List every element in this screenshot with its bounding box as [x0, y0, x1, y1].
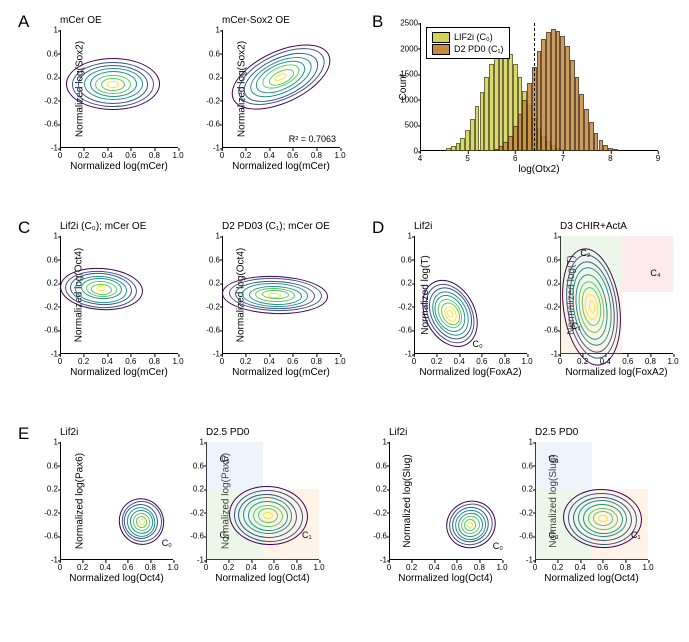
plot-title: D3 CHIR+ActA [560, 221, 627, 232]
xlabel: Normalized log(Oct4) [398, 573, 492, 584]
plot-title: Lif2i (C₀); mCer OE [60, 221, 146, 232]
c0-label: C₀ [493, 541, 503, 551]
legend-label: D2 PD0 (C₁) [454, 43, 504, 55]
xlabel: Normalized log(FoxA2) [419, 367, 521, 378]
xlabel: Normalized log(FoxA2) [565, 367, 667, 378]
plot-b: Countlog(Otx2)45678905001000150020002500… [420, 23, 658, 151]
xlabel: log(Otx2) [518, 164, 559, 175]
plot-title: Lif2i [414, 221, 432, 232]
ylabel: Normalized log(Pax6) [75, 453, 86, 549]
plot-c2: D2 PD03 (C₁); mCer OENormalized log(Oct4… [222, 236, 340, 354]
xlabel: Normalized log(Oct4) [544, 573, 638, 584]
c0-label: C₀ [162, 538, 172, 548]
xlabel: Normalized log(mCer) [232, 161, 330, 172]
region-label: C₁ [631, 530, 641, 540]
figure: A B C D E mCer OENormalized log(Sox2)Nor… [0, 0, 689, 642]
plot-title: D2.5 PD0 [206, 427, 249, 438]
region-label: C₁ [571, 321, 581, 331]
legend: LIF2i (C₀)D2 PD0 (C₁) [426, 27, 510, 59]
r2-annot: R² = 0.7063 [289, 134, 336, 144]
plot-d1: Lif2iNormalized log(T)Normalized log(Fox… [414, 236, 527, 354]
plot-e1: Lif2iNormalized log(Pax6)Normalized log(… [60, 442, 173, 560]
xlabel: Normalized log(mCer) [70, 161, 168, 172]
region-label: C₅ [220, 454, 230, 464]
region-label: C₆ [549, 454, 559, 464]
xlabel: Normalized log(Oct4) [215, 573, 309, 584]
region-label: C₄ [650, 268, 660, 278]
plot-e2: D2.5 PD0Normalized log(Pax6)Normalized l… [206, 442, 319, 560]
plot-a2: mCer-Sox2 OENormalized log(Sox2)Normaliz… [222, 30, 340, 148]
plot-e3: Lif2iNormalized log(Slug)Normalized log(… [389, 442, 502, 560]
legend-label: LIF2i (C₀) [454, 31, 493, 43]
plot-e4: D2.5 PD0Normalized log(Slug)Normalized l… [535, 442, 648, 560]
plot-title: Lif2i [60, 427, 78, 438]
plot-d2: D3 CHIR+ActANormalized log(T)Normalized … [560, 236, 673, 354]
plot-title: Lif2i [389, 427, 407, 438]
plot-title: D2.5 PD0 [535, 427, 578, 438]
label-c: C [18, 218, 30, 238]
xlabel: Normalized log(Oct4) [69, 573, 163, 584]
region-label: C₃ [549, 530, 559, 540]
xlabel: Normalized log(mCer) [70, 367, 168, 378]
xlabel: Normalized log(mCer) [232, 367, 330, 378]
plot-c1: Lif2i (C₀); mCer OENormalized log(Oct4)N… [60, 236, 178, 354]
region-label: C₃ [220, 530, 230, 540]
ylabel: Normalized log(Slug) [402, 454, 413, 547]
region-label: C₁ [302, 530, 312, 540]
plot-title: mCer-Sox2 OE [222, 15, 290, 26]
plot-title: mCer OE [60, 15, 102, 26]
label-a: A [18, 12, 29, 32]
plot-title: D2 PD03 (C₁); mCer OE [222, 221, 330, 232]
c0-label: C₀ [473, 339, 483, 349]
label-e: E [18, 424, 29, 444]
region-label: C₂ [580, 248, 590, 258]
label-b: B [372, 12, 383, 32]
plot-a1: mCer OENormalized log(Sox2)Normalized lo… [60, 30, 178, 148]
label-d: D [372, 218, 384, 238]
